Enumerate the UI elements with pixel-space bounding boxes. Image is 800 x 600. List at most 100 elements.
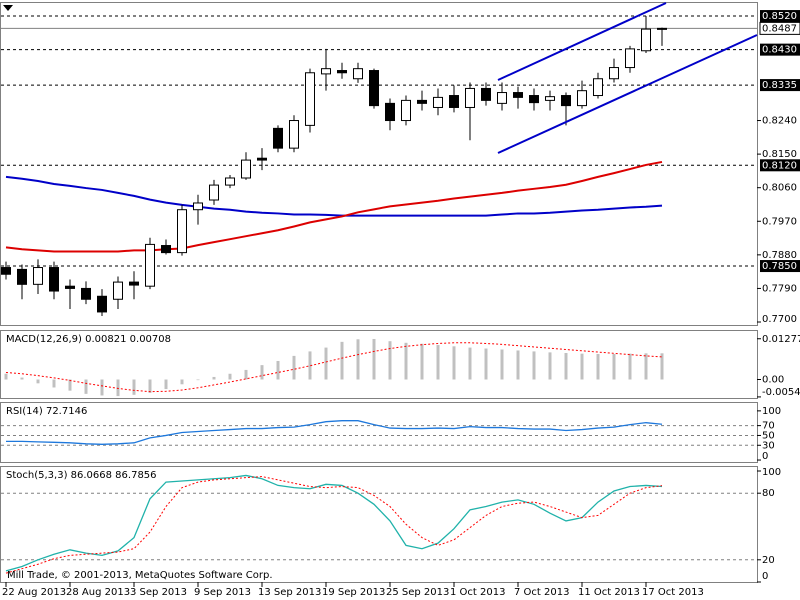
- macd-bar: [228, 373, 232, 380]
- macd-bar: [292, 355, 296, 380]
- candle-body: [641, 28, 651, 52]
- y-tick-label: 0.7790: [762, 283, 797, 294]
- candle-body: [97, 295, 107, 313]
- level-box: [760, 79, 800, 92]
- macd-bar: [580, 353, 584, 380]
- candle-body: [561, 95, 571, 107]
- candle-body: [81, 287, 91, 300]
- candle-body: [257, 157, 267, 161]
- candle-body: [529, 95, 539, 104]
- channel-upper: [497, 2, 667, 81]
- y-tick-label: 0.7880: [762, 250, 797, 261]
- series-line: [5, 160, 663, 253]
- macd-bar: [324, 347, 328, 380]
- macd-bar: [420, 343, 424, 380]
- candle-body: [33, 267, 43, 285]
- candle-body: [145, 243, 155, 287]
- candle-body: [273, 127, 283, 149]
- macd-bar: [404, 342, 408, 380]
- x-tick-label: 22 Aug 2013: [2, 587, 66, 598]
- y-tick-label: 0.8060: [762, 183, 797, 194]
- candle-body: [129, 281, 139, 286]
- candle-body: [113, 281, 123, 300]
- macd-bar: [100, 379, 104, 396]
- candle-body: [305, 72, 315, 126]
- y-tick-label: 50: [762, 430, 775, 441]
- stoch-pane: [0, 466, 758, 583]
- candle-body: [289, 120, 299, 149]
- level-label: 0.8430: [762, 45, 797, 56]
- candle-body: [385, 102, 395, 122]
- macd-bar: [484, 348, 488, 380]
- macd-bar: [548, 352, 552, 380]
- y-tick-label: 0: [762, 571, 768, 582]
- x-tick-label: 11 Oct 2013: [578, 587, 640, 598]
- y-tick-label: 70: [762, 421, 775, 432]
- candle-body: [241, 159, 251, 179]
- candle-body: [497, 92, 507, 104]
- candle-body: [513, 92, 523, 98]
- series-line: [5, 474, 663, 572]
- macd-bar: [276, 360, 280, 380]
- y-tick-label: 0.7970: [762, 216, 797, 227]
- footer: Mill Trade, © 2001-2013, MetaQuotes Soft…: [7, 570, 273, 581]
- candle-body: [49, 267, 59, 292]
- macd-bar: [516, 350, 520, 380]
- pane-title: RSI(14) 72.7146: [6, 406, 87, 417]
- macd-bar: [84, 379, 88, 394]
- channel-lower: [497, 34, 758, 154]
- macd-bar: [628, 353, 632, 380]
- candle-body: [481, 87, 491, 101]
- y-tick-label: 20: [762, 555, 775, 566]
- x-tick-label: 9 Sep 2013: [194, 587, 251, 598]
- series-line: [6, 420, 663, 445]
- macd-bar: [564, 353, 568, 380]
- series-line: [5, 175, 663, 217]
- candle-body: [593, 78, 603, 97]
- candle-body: [449, 95, 459, 108]
- candle-body: [401, 99, 411, 122]
- pane-title: Stoch(5,3,3) 86.0668 86.7856: [6, 470, 157, 481]
- level-box: [760, 159, 800, 172]
- y-tick-label: 0.8150: [762, 149, 797, 160]
- macd-bar: [68, 379, 72, 391]
- level-label: 0.8120: [762, 160, 797, 171]
- level-label: 0.7850: [762, 261, 797, 272]
- candle-body: [353, 68, 363, 80]
- macd-bar: [116, 379, 120, 397]
- candle-body: [337, 70, 347, 74]
- y-tick-label: 30: [762, 440, 775, 451]
- candle-body: [65, 285, 75, 289]
- level-box: [760, 10, 800, 23]
- x-tick-label: 17 Oct 2013: [642, 587, 704, 598]
- rsi-pane: [0, 402, 758, 463]
- candle-body: [433, 96, 443, 108]
- macd-bar: [260, 365, 264, 380]
- candle-body: [577, 90, 587, 107]
- macd-bar: [20, 377, 24, 380]
- macd-bar: [132, 379, 136, 395]
- macd-bar: [500, 349, 504, 380]
- candle-body: [465, 87, 475, 108]
- macd-bar: [612, 353, 616, 380]
- macd-bar: [436, 345, 440, 380]
- macd-bar: [36, 379, 40, 384]
- candle-body: [1, 267, 11, 275]
- macd-bar: [388, 341, 392, 380]
- macd-bar: [148, 379, 152, 393]
- candle-body: [657, 27, 667, 30]
- macd-bar: [468, 347, 472, 380]
- macd-bar: [244, 369, 248, 380]
- level-box: [760, 43, 800, 56]
- macd-bar: [196, 379, 200, 381]
- macd-bar: [212, 376, 216, 380]
- y-tick-label: -0.00546: [762, 387, 800, 398]
- price-box: [759, 21, 800, 35]
- macd-bar: [452, 346, 456, 380]
- x-tick-label: 25 Sep 2013: [386, 587, 449, 598]
- plot: 0.8240 0.8150 0.8060 0.7970 0.7880 0.7790 0.77…: [1, 10, 800, 598]
- candle-body: [321, 68, 331, 75]
- y-tick-label: 80: [762, 488, 775, 499]
- x-tick-label: 28 Aug 2013: [66, 587, 130, 598]
